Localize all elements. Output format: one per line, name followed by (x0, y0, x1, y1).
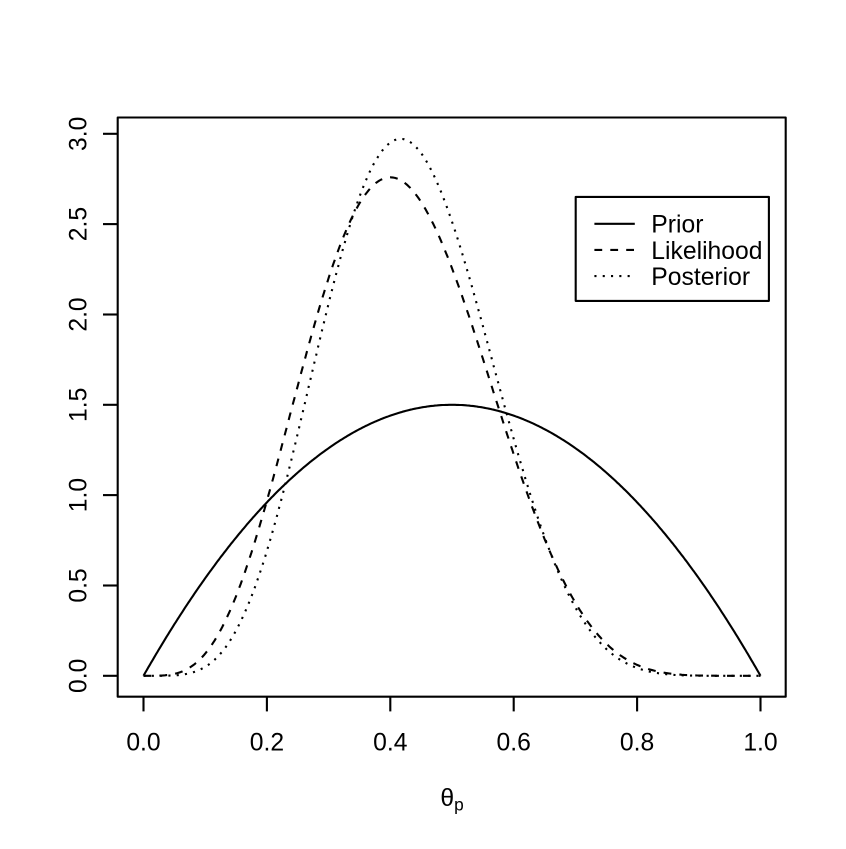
svg-text:Posterior: Posterior (651, 264, 750, 291)
svg-text:2.0: 2.0 (65, 297, 92, 331)
svg-text:0.4: 0.4 (373, 729, 407, 756)
svg-text:0.5: 0.5 (65, 568, 92, 602)
svg-text:Likelihood: Likelihood (651, 238, 762, 265)
svg-text:0.0: 0.0 (65, 659, 92, 693)
svg-text:Prior: Prior (651, 212, 703, 239)
svg-text:0.6: 0.6 (497, 729, 531, 756)
svg-text:2.5: 2.5 (65, 207, 92, 241)
svg-text:3.0: 3.0 (65, 117, 92, 151)
svg-text:1.5: 1.5 (65, 388, 92, 422)
svg-text:0.2: 0.2 (250, 729, 284, 756)
svg-text:1.0: 1.0 (743, 729, 777, 756)
svg-text:1.0: 1.0 (65, 478, 92, 512)
svg-text:0.8: 0.8 (620, 729, 654, 756)
svg-text:0.0: 0.0 (126, 729, 160, 756)
